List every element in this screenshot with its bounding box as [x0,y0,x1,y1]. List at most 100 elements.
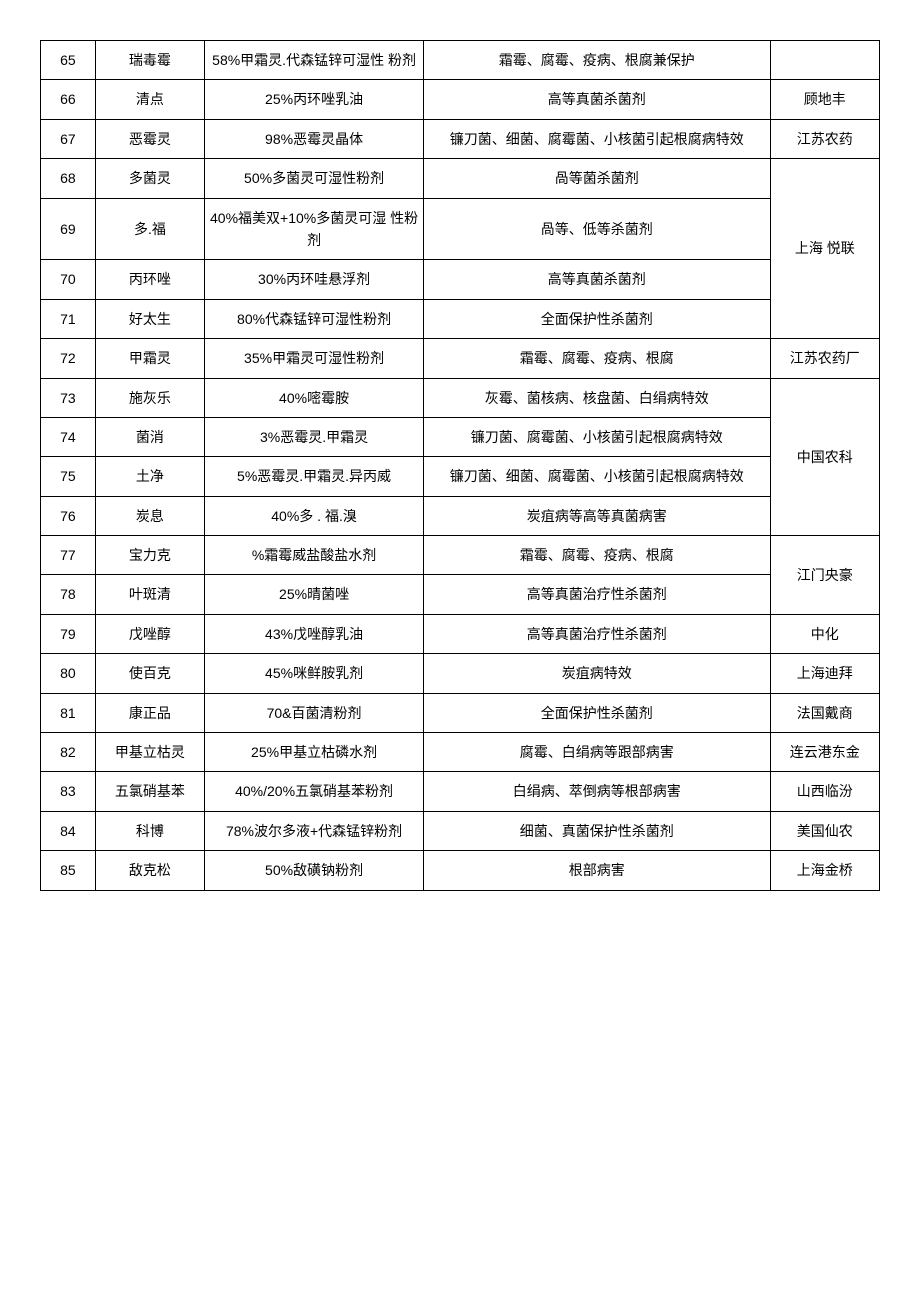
cell-name: 瑞毒霉 [95,41,204,80]
table-row: 69多.福40%福美双+10%多菌灵可湿 性粉剂咼等、低等杀菌剂 [41,198,880,260]
cell-manufacturer: 上海迪拜 [770,654,879,693]
cell-num: 84 [41,811,96,850]
cell-spec: 25%丙环唑乳油 [205,80,424,119]
cell-name: 戊唑醇 [95,614,204,653]
cell-manufacturer: 山西临汾 [770,772,879,811]
cell-name: 好太生 [95,299,204,338]
cell-use: 霜霉、腐霉、疫病、根腐兼保护 [424,41,771,80]
cell-name: 甲霜灵 [95,339,204,378]
cell-manufacturer: 上海金桥 [770,851,879,890]
cell-num: 76 [41,496,96,535]
cell-num: 77 [41,536,96,575]
cell-spec: 30%丙环哇悬浮剂 [205,260,424,299]
cell-manufacturer [770,41,879,80]
cell-manufacturer: 连云港东金 [770,733,879,772]
cell-manufacturer: 江苏农药厂 [770,339,879,378]
table-body: 65瑞毒霉58%甲霜灵.代森锰锌可湿性 粉剂霜霉、腐霉、疫病、根腐兼保护 66清点… [41,41,880,891]
cell-name: 多菌灵 [95,159,204,198]
cell-num: 78 [41,575,96,614]
cell-use: 腐霉、白绢病等跟部病害 [424,733,771,772]
cell-spec: 25%甲基立枯磷水剂 [205,733,424,772]
cell-spec: %霜霉威盐酸盐水剂 [205,536,424,575]
cell-spec: 40%嘧霉胺 [205,378,424,417]
table-row: 67恶霉灵98%恶霉灵晶体镰刀菌、细菌、腐霉菌、小核菌引起根腐病特效江苏农药 [41,119,880,158]
table-row: 68多菌灵50%多菌灵可湿性粉剂咼等菌杀菌剂上海 悦联 [41,159,880,198]
cell-num: 82 [41,733,96,772]
cell-name: 使百克 [95,654,204,693]
cell-spec: 70&百菌清粉剂 [205,693,424,732]
cell-use: 镰刀菌、细菌、腐霉菌、小核菌引起根腐病特效 [424,457,771,496]
table-row: 83五氯硝基苯40%/20%五氯硝基苯粉剂白绢病、萃倒病等根部病害山西临汾 [41,772,880,811]
cell-num: 72 [41,339,96,378]
cell-num: 73 [41,378,96,417]
cell-manufacturer: 中化 [770,614,879,653]
cell-num: 81 [41,693,96,732]
cell-name: 菌消 [95,417,204,456]
cell-manufacturer: 江苏农药 [770,119,879,158]
table-row: 76炭息40%多 . 福.溴炭疽病等高等真菌病害 [41,496,880,535]
cell-num: 85 [41,851,96,890]
cell-num: 66 [41,80,96,119]
cell-name: 施灰乐 [95,378,204,417]
cell-manufacturer: 中国农科 [770,378,879,536]
cell-use: 咼等、低等杀菌剂 [424,198,771,260]
cell-name: 清点 [95,80,204,119]
cell-manufacturer: 上海 悦联 [770,159,879,339]
cell-use: 炭疽病特效 [424,654,771,693]
cell-name: 土净 [95,457,204,496]
cell-use: 霜霉、腐霉、疫病、根腐 [424,536,771,575]
cell-use: 高等真菌治疗性杀菌剂 [424,575,771,614]
cell-name: 丙环唑 [95,260,204,299]
table-row: 75土净5%恶霉灵.甲霜灵.异丙威镰刀菌、细菌、腐霉菌、小核菌引起根腐病特效 [41,457,880,496]
cell-spec: 98%恶霉灵晶体 [205,119,424,158]
cell-use: 细菌、真菌保护性杀菌剂 [424,811,771,850]
cell-name: 康正品 [95,693,204,732]
table-row: 70丙环唑30%丙环哇悬浮剂高等真菌杀菌剂 [41,260,880,299]
cell-name: 叶斑清 [95,575,204,614]
cell-use: 高等真菌治疗性杀菌剂 [424,614,771,653]
cell-use: 白绢病、萃倒病等根部病害 [424,772,771,811]
cell-num: 80 [41,654,96,693]
cell-manufacturer: 法国戴商 [770,693,879,732]
table-row: 71好太生80%代森锰锌可湿性粉剂全面保护性杀菌剂 [41,299,880,338]
table-row: 85敌克松50%敌磺钠粉剂根部病害上海金桥 [41,851,880,890]
table-row: 81康正品70&百菌清粉剂全面保护性杀菌剂法国戴商 [41,693,880,732]
cell-use: 灰霉、菌核病、核盘菌、白绢病特效 [424,378,771,417]
cell-name: 敌克松 [95,851,204,890]
cell-num: 69 [41,198,96,260]
cell-num: 68 [41,159,96,198]
cell-name: 炭息 [95,496,204,535]
cell-spec: 43%戊唑醇乳油 [205,614,424,653]
cell-manufacturer: 美国仙农 [770,811,879,850]
table-row: 74菌消3%恶霉灵.甲霜灵镰刀菌、腐霉菌、小核菌引起根腐病特效 [41,417,880,456]
cell-spec: 45%咪鲜胺乳剂 [205,654,424,693]
cell-name: 五氯硝基苯 [95,772,204,811]
cell-use: 全面保护性杀菌剂 [424,299,771,338]
table-row: 77宝力克%霜霉威盐酸盐水剂霜霉、腐霉、疫病、根腐江门央豪 [41,536,880,575]
table-row: 82甲基立枯灵25%甲基立枯磷水剂腐霉、白绢病等跟部病害连云港东金 [41,733,880,772]
cell-num: 65 [41,41,96,80]
cell-spec: 35%甲霜灵可湿性粉剂 [205,339,424,378]
cell-manufacturer: 顾地丰 [770,80,879,119]
cell-spec: 40%/20%五氯硝基苯粉剂 [205,772,424,811]
table-row: 79戊唑醇43%戊唑醇乳油高等真菌治疗性杀菌剂中化 [41,614,880,653]
table-row: 73施灰乐40%嘧霉胺灰霉、菌核病、核盘菌、白绢病特效中国农科 [41,378,880,417]
pesticide-table: 65瑞毒霉58%甲霜灵.代森锰锌可湿性 粉剂霜霉、腐霉、疫病、根腐兼保护 66清点… [40,40,880,891]
cell-num: 71 [41,299,96,338]
cell-spec: 78%波尔多液+代森锰锌粉剂 [205,811,424,850]
cell-spec: 58%甲霜灵.代森锰锌可湿性 粉剂 [205,41,424,80]
cell-name: 多.福 [95,198,204,260]
cell-use: 镰刀菌、腐霉菌、小核菌引起根腐病特效 [424,417,771,456]
cell-num: 74 [41,417,96,456]
cell-num: 75 [41,457,96,496]
cell-use: 咼等菌杀菌剂 [424,159,771,198]
table-row: 78叶斑清25%晴菌唑高等真菌治疗性杀菌剂 [41,575,880,614]
cell-spec: 25%晴菌唑 [205,575,424,614]
cell-manufacturer: 江门央豪 [770,536,879,615]
cell-use: 镰刀菌、细菌、腐霉菌、小核菌引起根腐病特效 [424,119,771,158]
cell-spec: 80%代森锰锌可湿性粉剂 [205,299,424,338]
table-row: 84科博78%波尔多液+代森锰锌粉剂细菌、真菌保护性杀菌剂美国仙农 [41,811,880,850]
cell-use: 全面保护性杀菌剂 [424,693,771,732]
table-row: 80使百克45%咪鲜胺乳剂炭疽病特效上海迪拜 [41,654,880,693]
cell-name: 恶霉灵 [95,119,204,158]
